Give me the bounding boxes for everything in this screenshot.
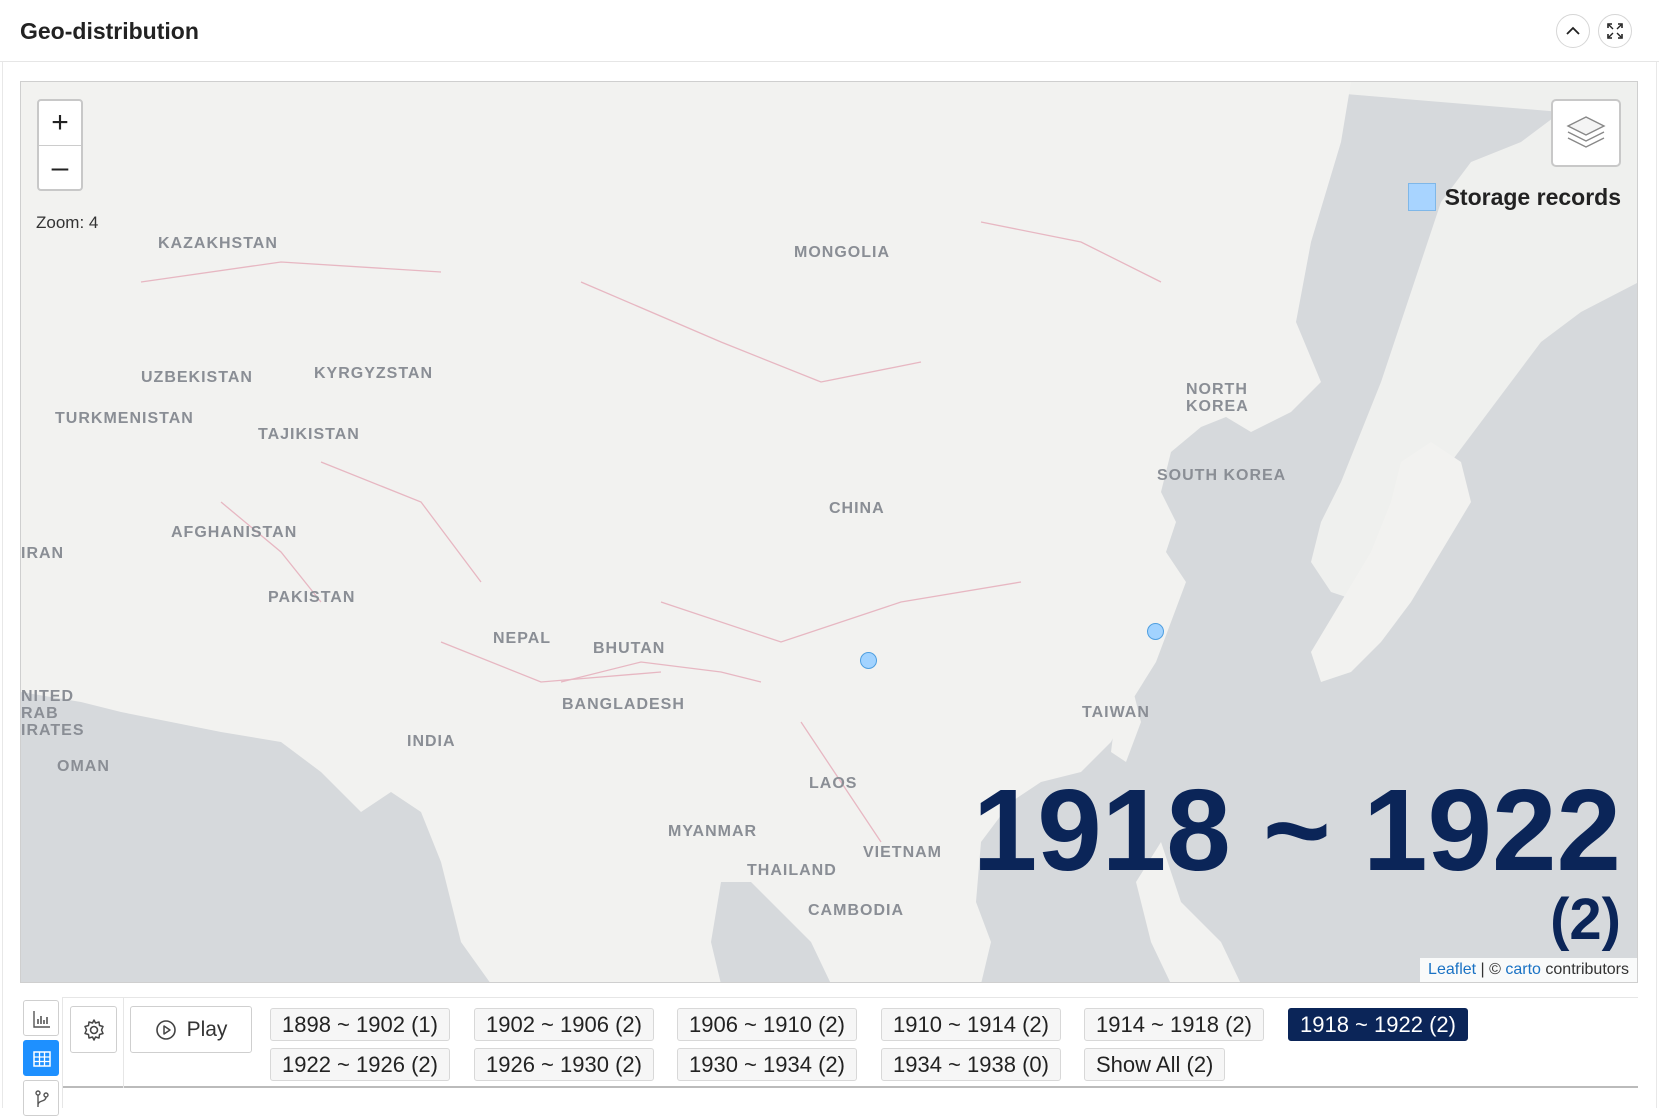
range-button[interactable]: 1902 ~ 1906 (2): [474, 1008, 654, 1041]
label-pakistan: PAKISTAN: [268, 589, 356, 606]
layers-button[interactable]: [1551, 99, 1621, 167]
panel-header: Geo-distribution: [0, 0, 1659, 62]
label-nepal: NEPAL: [493, 630, 552, 647]
map-canvas[interactable]: KAZAKHSTAN MONGOLIA UZBEKISTAN KYRGYZSTA…: [20, 81, 1638, 983]
leaflet-link[interactable]: Leaflet: [1428, 961, 1477, 978]
play-circle-icon: [155, 1019, 176, 1040]
label-iran: IRAN: [21, 545, 65, 562]
panel-left-border: [2, 62, 3, 1108]
tree-view-button[interactable]: [23, 1080, 59, 1116]
range-button[interactable]: 1922 ~ 1926 (2): [270, 1048, 450, 1081]
label-thailand: THAILAND: [747, 862, 837, 879]
table-icon: [33, 1051, 51, 1067]
range-button[interactable]: 1926 ~ 1930 (2): [474, 1048, 654, 1081]
settings-divider: [123, 997, 124, 1088]
zoom-level: Zoom: 4: [36, 213, 99, 232]
timeline-bar: [62, 997, 1638, 1088]
range-button[interactable]: 1906 ~ 1910 (2): [677, 1008, 857, 1041]
legend-swatch: [1407, 183, 1436, 211]
map-marker[interactable]: [1147, 623, 1164, 640]
chevron-up-icon: [1566, 26, 1580, 35]
label-bangladesh: BANGLADESH: [562, 696, 685, 713]
label-oman: OMAN: [57, 758, 110, 775]
map-legend: Storage records: [1407, 183, 1621, 211]
label-china: CHINA: [829, 500, 885, 517]
range-button[interactable]: 1898 ~ 1902 (1): [270, 1008, 450, 1041]
zoom-control: + –: [37, 99, 83, 191]
map-marker[interactable]: [860, 652, 877, 669]
label-kyrgyzstan: KYRGYZSTAN: [314, 365, 434, 382]
label-south-korea: SOUTH KOREA: [1157, 467, 1287, 484]
range-button-selected[interactable]: 1918 ~ 1922 (2): [1288, 1008, 1468, 1041]
play-label: Play: [186, 1017, 228, 1041]
carto-link[interactable]: carto: [1505, 961, 1541, 978]
current-range-overlay: 1918 ~ 1922: [972, 765, 1621, 895]
range-button[interactable]: 1930 ~ 1934 (2): [677, 1048, 857, 1081]
layers-icon: [1566, 116, 1606, 148]
chart-view-button[interactable]: [23, 1000, 59, 1036]
attribution-separator: | ©: [1476, 961, 1506, 978]
map-attribution: Leaflet | © carto contributors: [1420, 958, 1637, 982]
label-vietnam: VIETNAM: [863, 844, 942, 861]
label-tajikistan: TAJIKISTAN: [258, 426, 360, 443]
collapse-button[interactable]: [1556, 14, 1590, 48]
label-taiwan: TAIWAN: [1082, 704, 1150, 721]
zoom-out-button[interactable]: –: [51, 151, 69, 184]
current-count-overlay: (2): [1550, 887, 1621, 952]
bar-chart-icon: [33, 1011, 50, 1028]
label-laos: LAOS: [809, 775, 858, 792]
basemap: [21, 82, 1637, 982]
label-north-korea: NORTH KOREA: [1186, 381, 1249, 415]
legend-label: Storage records: [1444, 183, 1621, 210]
gear-icon: [84, 1019, 104, 1041]
sidebar-divider: [62, 997, 63, 1108]
git-branch-icon: [35, 1090, 49, 1107]
zoom-in-button[interactable]: +: [39, 101, 81, 146]
panel-right-border: [1656, 62, 1657, 1108]
expand-icon: [1607, 23, 1623, 39]
attribution-suffix: contributors: [1540, 961, 1629, 978]
range-button[interactable]: 1934 ~ 1938 (0): [881, 1048, 1061, 1081]
show-all-button[interactable]: Show All (2): [1084, 1048, 1226, 1081]
label-afghanistan: AFGHANISTAN: [171, 524, 298, 541]
label-india: INDIA: [407, 733, 456, 750]
settings-button[interactable]: [70, 1006, 117, 1053]
label-turkmenistan: TURKMENISTAN: [55, 410, 194, 427]
range-button[interactable]: 1914 ~ 1918 (2): [1084, 1008, 1264, 1041]
label-uzbekistan: UZBEKISTAN: [141, 369, 253, 386]
range-button[interactable]: 1910 ~ 1914 (2): [881, 1008, 1061, 1041]
play-button[interactable]: Play: [130, 1006, 252, 1053]
table-view-button[interactable]: [23, 1040, 59, 1076]
label-uae: NITED RAB IRATES: [21, 688, 85, 739]
label-myanmar: MYANMAR: [668, 823, 758, 840]
label-mongolia: MONGOLIA: [794, 244, 890, 261]
fullscreen-button[interactable]: [1598, 14, 1632, 48]
panel-title: Geo-distribution: [20, 18, 199, 44]
label-kazakhstan: KAZAKHSTAN: [158, 235, 278, 252]
label-cambodia: CAMBODIA: [808, 902, 904, 919]
label-bhutan: BHUTAN: [593, 640, 666, 657]
